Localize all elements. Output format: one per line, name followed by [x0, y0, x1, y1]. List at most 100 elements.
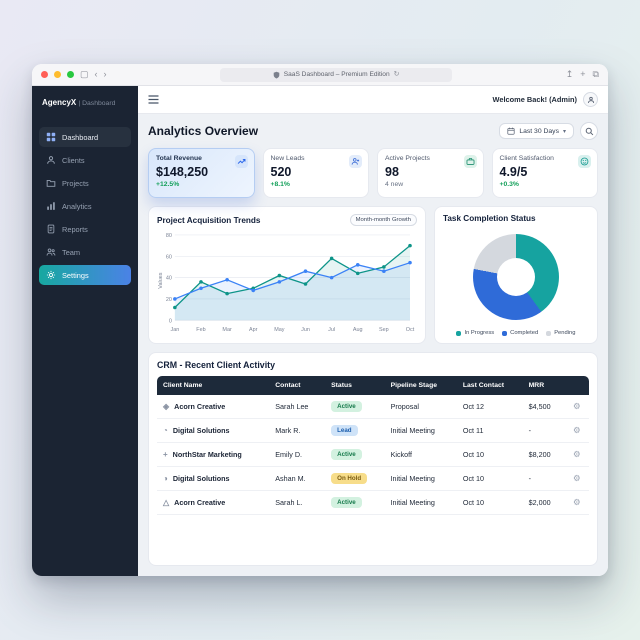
- svg-text:Mar: Mar: [222, 327, 232, 333]
- table-row[interactable]: △ Acorn Creative Sarah L. Active Initial Mee…: [157, 490, 589, 516]
- pipeline-stage: Initial Meeting: [384, 490, 457, 516]
- gear-icon: [46, 270, 56, 280]
- sidebar-item-label: Dashboard: [62, 132, 99, 142]
- table-row[interactable]: ◑ Digital Solutions Ashan M. On Hold Initial…: [157, 466, 589, 492]
- back-icon[interactable]: ‹: [94, 69, 98, 79]
- share-icon[interactable]: ↥: [565, 69, 574, 79]
- stat-delta: +12.5%: [156, 181, 180, 188]
- legend-dot: [456, 330, 462, 336]
- sidebar-item-label: Projects: [62, 178, 89, 188]
- user-plus-icon: [349, 155, 362, 168]
- stat-delta: 4 new: [385, 181, 404, 188]
- client-name: Digital Solutions: [172, 426, 230, 436]
- mrr-value: $8,200: [522, 442, 565, 468]
- stat-card-new-leads[interactable]: New Leads 520 +8.1%: [262, 148, 369, 198]
- bar-chart-icon: [47, 202, 55, 210]
- browser-window: ▢ ‹ › SaaS Dashboard – Premium Edition ↻…: [32, 64, 608, 576]
- column-header: MRR: [522, 376, 565, 396]
- last-contact: Oct 10: [456, 442, 523, 468]
- mrr-value: $2,000: [522, 490, 565, 516]
- column-header: Pipeline Stage: [384, 376, 457, 396]
- search-button[interactable]: [580, 122, 598, 140]
- donut-chart: [472, 234, 559, 321]
- shield-icon: [273, 71, 280, 78]
- stat-value: 98: [385, 165, 399, 179]
- stat-title: Total Revenue: [156, 155, 202, 162]
- svg-text:20: 20: [166, 297, 172, 303]
- mrr-value: -: [522, 466, 565, 492]
- sidebar-item-clients[interactable]: Clients: [39, 150, 131, 170]
- forward-icon[interactable]: ›: [103, 69, 107, 79]
- column-header: Contact: [269, 376, 326, 396]
- refresh-icon[interactable]: ↻: [393, 71, 400, 78]
- svg-text:Jan: Jan: [170, 327, 179, 333]
- pipeline-stage: Proposal: [384, 395, 457, 420]
- stat-card-total-revenue[interactable]: Total Revenue $148,250 +12.5%: [148, 148, 255, 198]
- row-settings-gear-icon[interactable]: ⚙: [564, 466, 589, 492]
- user-icon: [587, 96, 594, 103]
- sidebar-item-team[interactable]: Team: [39, 242, 131, 262]
- status-badge: Active: [331, 497, 362, 509]
- hamburger-menu-icon[interactable]: [148, 95, 159, 104]
- sidebar-item-settings[interactable]: Settings: [39, 265, 131, 285]
- svg-text:Values: Values: [158, 272, 164, 289]
- svg-text:May: May: [274, 327, 285, 333]
- svg-text:80: 80: [166, 233, 172, 239]
- briefcase-icon: [463, 155, 477, 168]
- sidebar-item-projects[interactable]: Projects: [39, 173, 131, 193]
- mrr-value: $4,500: [522, 395, 565, 420]
- row-settings-gear-icon[interactable]: ⚙: [564, 418, 589, 444]
- new-tab-icon[interactable]: +: [580, 69, 586, 79]
- minimize-window-button[interactable]: [54, 71, 61, 78]
- tab-overview-icon[interactable]: ⧉: [592, 69, 599, 79]
- row-settings-gear-icon[interactable]: ⚙: [564, 442, 589, 468]
- last-contact: Oct 10: [456, 490, 523, 516]
- stat-title: New Leads: [270, 155, 305, 162]
- client-name: Acorn Creative: [174, 402, 226, 412]
- stat-value: 4.9/5: [499, 165, 528, 179]
- legend-item: Completed: [502, 330, 538, 336]
- calendar-icon: [507, 127, 515, 135]
- client-icon: ◑: [163, 474, 168, 484]
- legend-label: In Progress: [464, 330, 495, 337]
- sidebar-toggle-icon[interactable]: ▢: [80, 69, 89, 79]
- close-window-button[interactable]: [41, 71, 48, 78]
- sidebar-item-dashboard[interactable]: Dashboard: [39, 127, 131, 147]
- contact-name: Sarah L.: [269, 490, 326, 516]
- stat-title: Active Projects: [385, 155, 430, 162]
- crm-table: Client Name Contact Status Pipeline Stage La…: [157, 376, 589, 516]
- row-settings-gear-icon[interactable]: ⚙: [564, 395, 589, 420]
- legend-label: Completed: [510, 330, 539, 337]
- chart-title: Task Completion Status: [442, 214, 536, 223]
- contact-name: Sarah Lee: [269, 395, 326, 420]
- table-row[interactable]: + NorthStar Marketing Emily D. Active Kickof…: [157, 442, 589, 468]
- line-chart: 0 20 40 60 80 Jan Feb Mar Apr May Jun Jul Aug Sep Oct V…: [158, 233, 415, 333]
- row-settings-gear-icon[interactable]: ⚙: [564, 490, 589, 516]
- smile-icon: [578, 155, 591, 168]
- sidebar-item-reports[interactable]: Reports: [39, 219, 131, 239]
- crm-card: CRM - Recent Client Activity Client Name…: [148, 352, 598, 566]
- user-avatar-button[interactable]: [583, 92, 598, 107]
- column-header: Client Name: [157, 376, 270, 396]
- client-name: Digital Solutions: [172, 474, 230, 484]
- sidebar-item-analytics[interactable]: Analytics: [39, 196, 131, 216]
- table-row[interactable]: ◔ Digital Solutions Mark R. Lead Initial Mee…: [157, 418, 589, 444]
- legend-dot: [502, 330, 508, 336]
- growth-badge[interactable]: Month-month Growth: [349, 214, 417, 226]
- svg-text:60: 60: [166, 254, 172, 260]
- column-header: [564, 376, 589, 396]
- date-range-selector[interactable]: Last 30 Days ▾: [499, 123, 574, 139]
- brand-suffix: | Dashboard: [78, 100, 116, 107]
- client-name: Acorn Creative: [174, 498, 226, 508]
- client-name: NorthStar Marketing: [172, 450, 242, 460]
- address-bar[interactable]: SaaS Dashboard – Premium Edition ↻: [220, 67, 453, 82]
- table-row[interactable]: ◈ Acorn Creative Sarah Lee Active Proposal Oc…: [157, 395, 589, 420]
- stat-card-client-satisfaction[interactable]: Client Satisfaction 4.9/5 +0.3%: [491, 148, 598, 198]
- date-range-label: Last 30 Days: [519, 127, 559, 135]
- zoom-window-button[interactable]: [67, 71, 74, 78]
- client-icon: +: [163, 450, 168, 460]
- column-header: Status: [325, 376, 385, 396]
- stat-card-active-projects[interactable]: Active Projects 98 4 new: [377, 148, 484, 198]
- sidebar-item-label: Reports: [62, 224, 88, 234]
- contact-name: Ashan M.: [269, 466, 326, 492]
